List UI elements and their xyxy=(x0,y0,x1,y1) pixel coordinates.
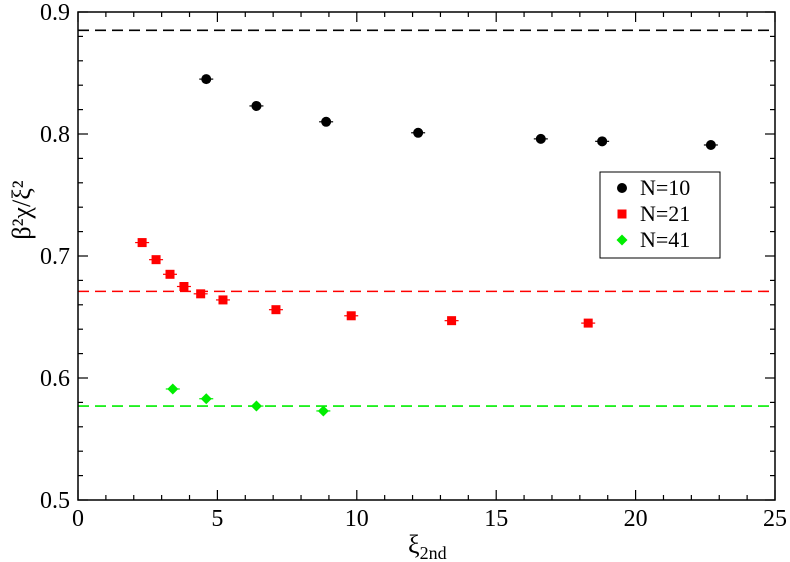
legend-marker xyxy=(616,234,628,246)
data-point xyxy=(250,400,262,412)
legend-marker xyxy=(617,183,627,193)
y-tick-label: 0.5 xyxy=(40,488,70,514)
data-point xyxy=(317,405,329,417)
data-point xyxy=(535,133,546,144)
series-n-10 xyxy=(199,74,718,150)
x-axis-label-sub: 2nd xyxy=(420,543,447,562)
data-point xyxy=(597,136,608,147)
data-point xyxy=(179,282,189,291)
y-tick-label: 0.7 xyxy=(40,244,70,270)
data-point xyxy=(413,127,424,138)
axis-tick-labels: 0 5 10 15 20 25 0.5 0.6 0.7 0.8 0.9 xyxy=(40,0,787,532)
legend-label: N=21 xyxy=(640,201,690,226)
axis-ticks xyxy=(77,11,776,501)
y-tick-label: 0.9 xyxy=(40,0,70,26)
data-point xyxy=(218,295,228,305)
data-point xyxy=(447,316,457,326)
legend-item: N=10 xyxy=(617,175,690,200)
data-point xyxy=(271,305,281,315)
series-n-21 xyxy=(135,238,596,328)
y-tick-label: 0.6 xyxy=(40,366,70,392)
x-axis-label-main: ξ xyxy=(408,530,420,559)
x-tick-label: 15 xyxy=(484,506,508,532)
x-tick-label: 5 xyxy=(211,506,223,532)
x-tick-label: 0 xyxy=(72,506,84,532)
data-point xyxy=(165,269,175,279)
data-point xyxy=(196,289,206,299)
data-point xyxy=(201,74,212,85)
x-tick-label: 20 xyxy=(624,506,648,532)
legend-label: N=41 xyxy=(640,227,690,252)
y-axis-label: β²χ/ξ² xyxy=(7,180,36,239)
reference-lines xyxy=(78,29,775,407)
legend-item: N=41 xyxy=(616,227,690,252)
data-point xyxy=(200,393,212,405)
data-point xyxy=(346,311,356,321)
data-point xyxy=(705,139,716,150)
x-tick-label: 25 xyxy=(763,506,787,532)
data-point xyxy=(137,238,147,248)
series-n-41 xyxy=(165,383,331,417)
legend-label: N=10 xyxy=(640,175,690,200)
legend-items: N=10N=21N=41 xyxy=(616,175,690,252)
legend-marker xyxy=(617,209,627,219)
y-tick-label: 0.8 xyxy=(40,122,70,148)
legend-item: N=21 xyxy=(617,201,690,226)
data-point xyxy=(167,383,179,395)
legend: N=10N=21N=41 xyxy=(599,171,721,259)
data-point xyxy=(583,318,593,328)
data-points xyxy=(135,74,718,417)
data-point xyxy=(151,255,161,265)
data-point xyxy=(251,100,262,111)
x-axis-label: ξ2nd xyxy=(408,530,447,562)
data-point xyxy=(321,116,332,127)
x-tick-label: 10 xyxy=(345,506,369,532)
